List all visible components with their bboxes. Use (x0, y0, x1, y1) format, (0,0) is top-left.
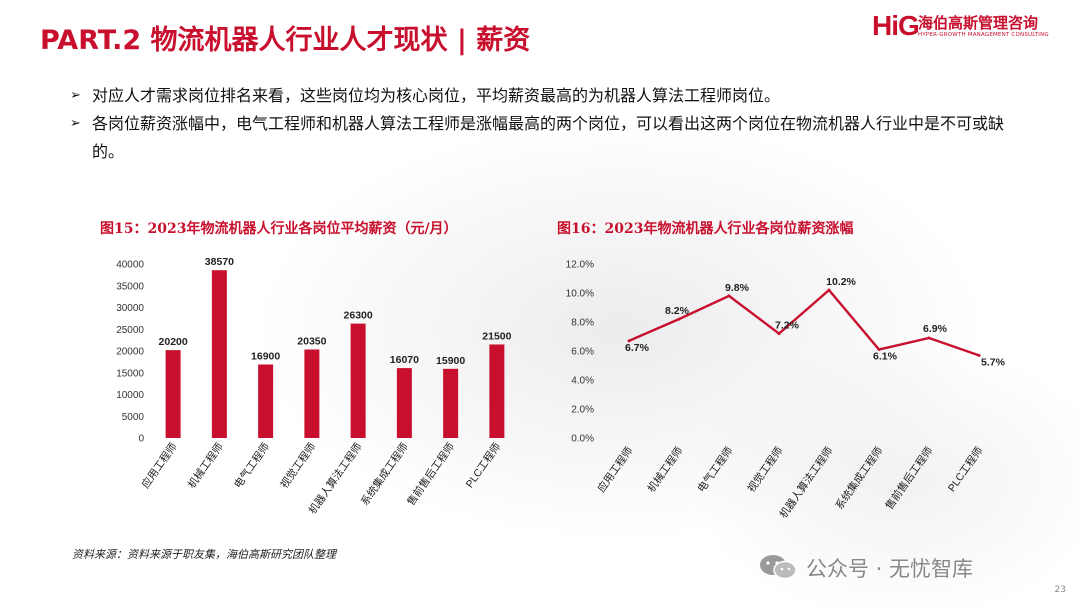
growth-series-line (628, 288, 980, 357)
logo-english-name: HYPER-GROWTH MANAGEMENT CONSULTING (918, 32, 1049, 38)
bar-y-tick-label: 20000 (116, 347, 144, 358)
bar-y-tick-label: 15000 (116, 368, 144, 379)
salary-bar (350, 323, 366, 438)
bar-value-label: 26300 (344, 310, 373, 322)
bullet-list: ➢ 对应人才需求岗位排名来看，这些岗位均为核心岗位，平均薪资最高的为机器人算法工… (70, 82, 1030, 166)
bar-x-tick-label: 机械工程师 (185, 440, 226, 490)
bullet-text: 对应人才需求岗位排名来看，这些岗位均为核心岗位，平均薪资最高的为机器人算法工程师… (92, 86, 781, 105)
bar-y-tick-label: 25000 (116, 325, 144, 336)
watermark-text: 公众号 · 无忧智库 (806, 557, 974, 581)
salary-bar (443, 368, 459, 438)
bar-x-tick-label: 应用工程师 (139, 440, 180, 490)
logo-chinese-name: 海伯高斯管理咨询 (918, 14, 1039, 32)
bar-x-tick-label: 视觉工程师 (278, 440, 319, 490)
bullet-text: 各岗位薪资涨幅中，电气工程师和机器人算法工程师是涨幅最高的两个岗位，可以看出这两… (92, 114, 1005, 161)
company-logo: HiG 海伯高斯管理咨询 HYPER-GROWTH MANAGEMENT CON… (872, 10, 1062, 44)
bar-value-label: 20350 (297, 335, 326, 347)
line-x-tick-label: 系统集成工程师 (833, 444, 886, 512)
growth-data-point (777, 332, 781, 336)
line-x-tick-label: 机器人算法工程师 (777, 444, 836, 520)
salary-bar (396, 368, 412, 438)
arrow-bullet-icon: ➢ (70, 88, 81, 103)
line-x-tick-label: 视觉工程师 (745, 444, 786, 494)
page-title: PART.2 物流机器人行业人才现状 | 薪资 (40, 25, 531, 56)
salary-bar (258, 364, 274, 438)
growth-data-point (827, 288, 831, 292)
bar-chart: 0 5000 10000 15000 20000 25000 30000 35000 40000… (116, 256, 511, 516)
salary-bar (304, 349, 320, 438)
salary-bar (489, 344, 505, 438)
line-x-tick-label: PLC工程师 (945, 444, 985, 494)
salary-bar (211, 270, 227, 438)
growth-data-point (927, 336, 931, 340)
bar-y-tick-label: 10000 (116, 390, 144, 401)
bar-value-label: 20200 (159, 336, 188, 348)
growth-data-point (727, 294, 731, 298)
bar-value-label: 21500 (482, 330, 511, 342)
line-value-label: 6.9% (923, 323, 948, 335)
line-value-label: 9.8% (725, 282, 750, 294)
page-number: 23 (1054, 585, 1066, 595)
line-chart: 0.0% 2.0% 4.0% 6.0% 8.0% 10.0% 12.0% 6.7% 应用工程师 8… (566, 260, 1006, 521)
growth-data-point (877, 348, 881, 352)
line-value-label: 5.7% (981, 356, 1006, 368)
bar-y-tick-label: 40000 (116, 260, 144, 271)
bar-y-tick-label: 30000 (116, 303, 144, 314)
line-y-tick-label: 12.0% (566, 260, 594, 271)
bar-y-tick-label: 35000 (116, 281, 144, 292)
bar-value-label: 15900 (436, 355, 465, 367)
bar-y-tick-label: 5000 (122, 412, 145, 423)
bar-value-label: 16900 (251, 350, 280, 362)
line-value-label: 8.2% (665, 305, 690, 317)
bar-value-label: 16070 (390, 354, 419, 366)
bullet-item: ➢ 各岗位薪资涨幅中，电气工程师和机器人算法工程师是涨幅最高的两个岗位，可以看出… (70, 110, 1030, 166)
line-value-label: 7.2% (775, 320, 800, 332)
line-y-tick-label: 0.0% (571, 434, 594, 445)
wechat-icon (760, 555, 797, 580)
growth-data-point (627, 339, 631, 343)
line-value-label: 10.2% (826, 276, 856, 288)
line-y-tick-label: 6.0% (571, 347, 594, 358)
growth-data-point (977, 353, 981, 357)
bar-x-tick-label: 售前售后工程师 (404, 440, 457, 508)
growth-data-point (677, 317, 681, 321)
bullet-item: ➢ 对应人才需求岗位排名来看，这些岗位均为核心岗位，平均薪资最高的为机器人算法工… (70, 82, 1030, 110)
arrow-bullet-icon: ➢ (70, 116, 81, 131)
bar-x-tick-label: PLC工程师 (463, 440, 503, 490)
line-y-tick-label: 4.0% (571, 376, 594, 387)
line-x-tick-label: 电气工程师 (695, 444, 736, 494)
line-value-label: 6.7% (625, 342, 650, 354)
line-y-tick-label: 2.0% (571, 405, 594, 416)
line-x-tick-label: 应用工程师 (595, 444, 636, 494)
salary-bar (165, 350, 181, 438)
line-x-tick-label: 机械工程师 (645, 444, 686, 494)
bar-x-tick-label: 电气工程师 (231, 440, 272, 490)
line-chart-title: 图16：2023年物流机器人行业各岗位薪资涨幅 (557, 221, 854, 237)
bar-x-tick-label: 系统集成工程师 (358, 440, 411, 508)
line-y-tick-label: 10.0% (566, 289, 594, 300)
bar-y-tick-label: 0 (138, 434, 144, 445)
bar-value-label: 38570 (205, 256, 234, 268)
bar-chart-title: 图15：2023年物流机器人行业各岗位平均薪资（元/月） (100, 221, 458, 237)
line-x-tick-label: 售前售后工程师 (883, 444, 936, 512)
source-note: 资料来源：资料来源于职友集，海伯高斯研究团队整理 (72, 548, 336, 561)
line-y-tick-label: 8.0% (571, 318, 594, 329)
logo-mark: HiG (872, 10, 920, 41)
line-value-label: 6.1% (873, 351, 898, 363)
